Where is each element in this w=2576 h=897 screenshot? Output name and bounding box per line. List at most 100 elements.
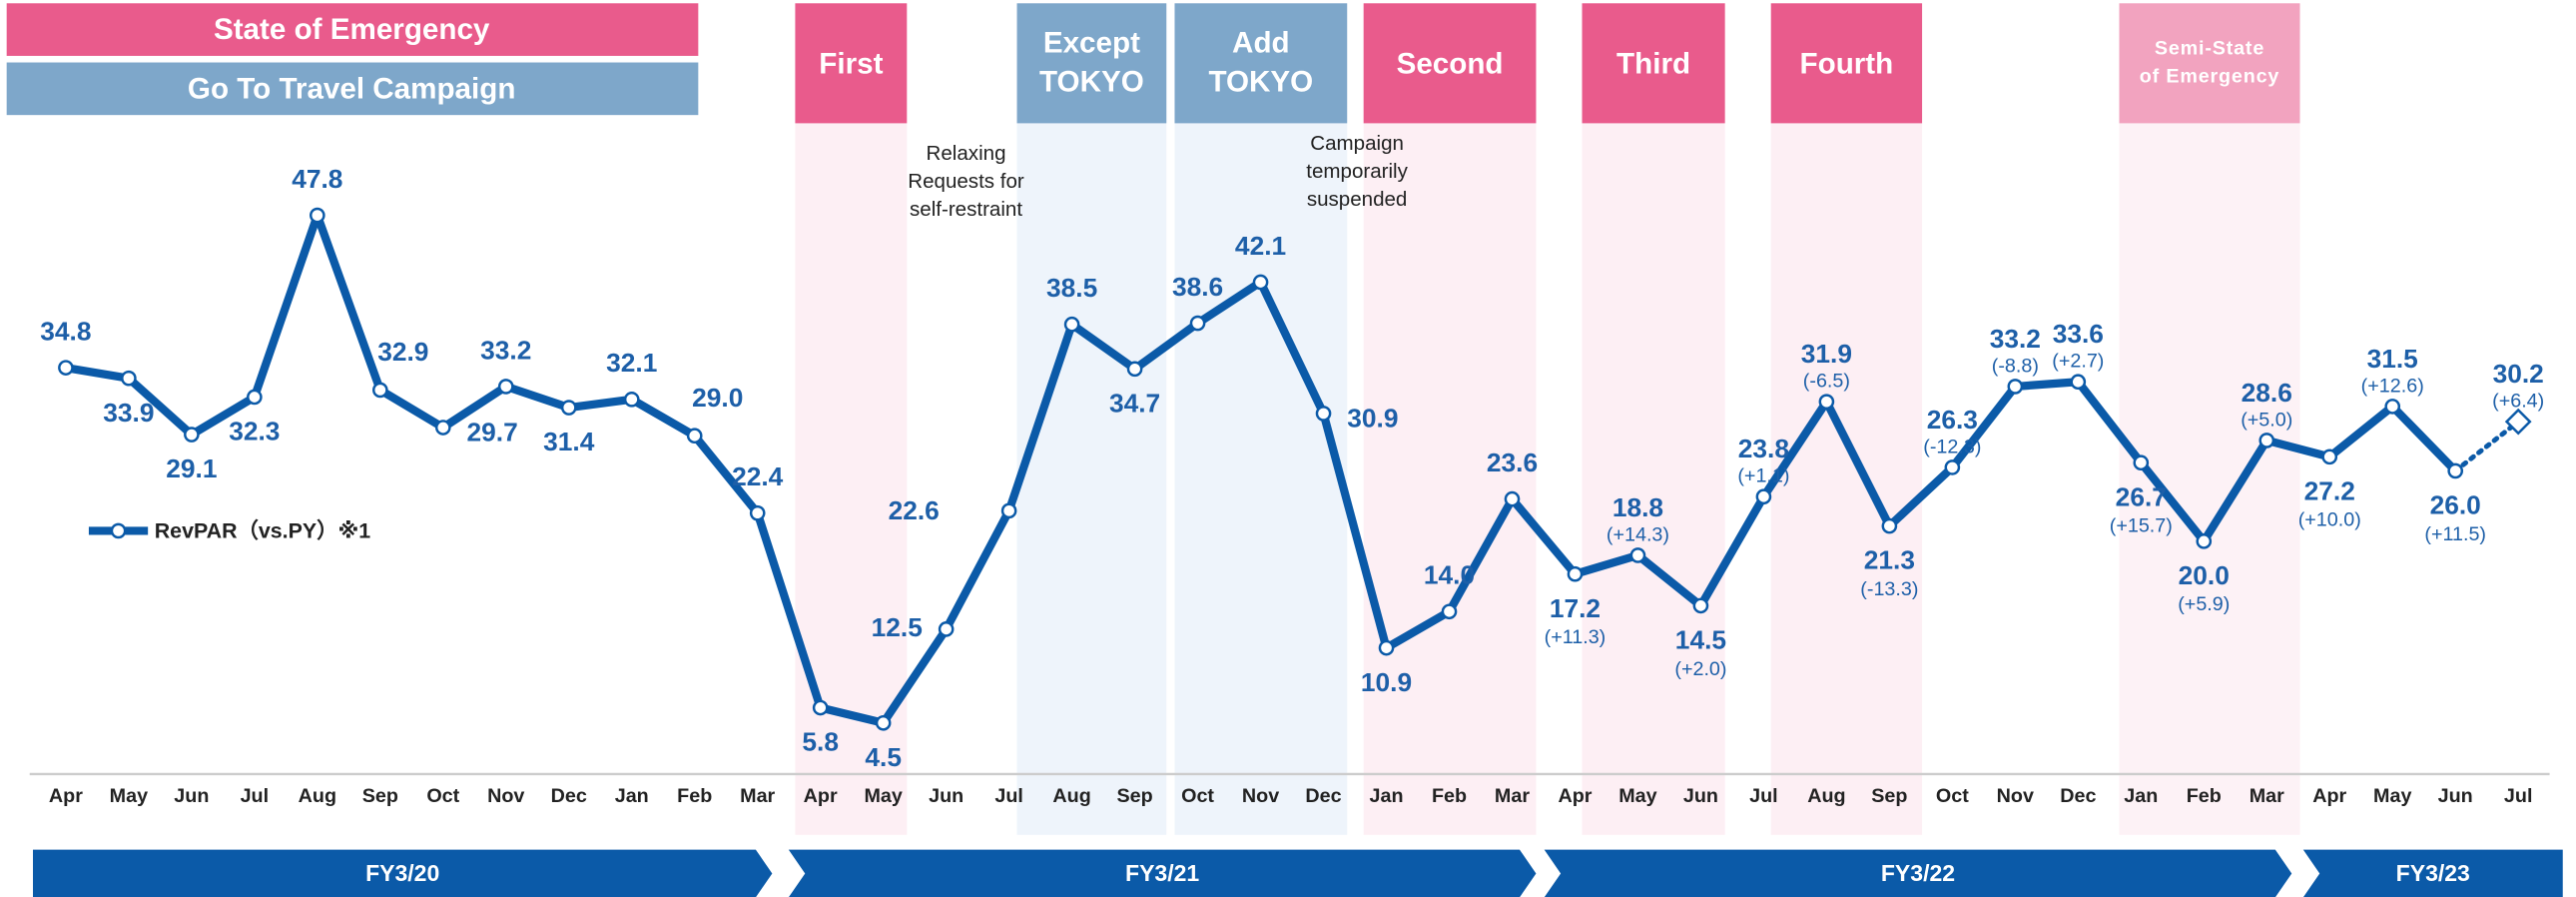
data-label: 14.0	[1424, 560, 1475, 590]
marker	[2504, 408, 2532, 436]
marker	[1378, 639, 1395, 656]
annotation: suspended	[1307, 188, 1408, 211]
marker	[310, 207, 325, 224]
data-label: 34.7	[1109, 388, 1160, 418]
x-tick-label: Jul	[1749, 785, 1778, 807]
x-tick-label: Jun	[2438, 785, 2473, 807]
vs-py-label: (+2.0)	[1674, 658, 1726, 680]
x-tick-label: May	[110, 785, 148, 807]
marker	[2196, 533, 2213, 549]
x-tick-label: Jul	[241, 785, 270, 807]
x-tick-label: Sep	[1116, 785, 1152, 807]
data-label: 10.9	[1361, 667, 1412, 697]
x-tick-label: Sep	[362, 785, 398, 807]
fiscal-year-bar	[2302, 849, 2563, 897]
annotation: Requests for	[908, 170, 1024, 193]
marker	[749, 504, 766, 521]
marker	[121, 370, 137, 387]
marker	[1063, 316, 1080, 333]
fiscal-year-bar	[32, 849, 773, 897]
data-label: 20.0	[2179, 560, 2230, 590]
marker	[623, 392, 640, 408]
data-label: 29.0	[692, 383, 743, 413]
x-tick-label: Oct	[426, 785, 459, 807]
fiscal-year-label: FY3/23	[2396, 860, 2470, 886]
marker	[560, 400, 577, 416]
data-label: 33.6	[2053, 319, 2104, 349]
period-label: First	[819, 48, 883, 81]
data-label: 33.2	[480, 335, 531, 365]
x-tick-label: Jul	[994, 785, 1023, 807]
marker	[2384, 399, 2401, 415]
marker	[2447, 462, 2464, 479]
vs-py-label: (+1.1)	[1737, 465, 1789, 487]
x-tick-label: Mar	[1495, 785, 1530, 807]
legend-bar	[6, 62, 699, 116]
vs-py-label: (+15.7)	[2110, 515, 2173, 537]
marker	[1755, 488, 1772, 505]
period-label: Except	[1043, 26, 1140, 59]
vs-py-label: (+12.6)	[2361, 375, 2424, 397]
data-label: 32.3	[229, 417, 280, 447]
marker	[434, 420, 451, 436]
data-label: 5.8	[802, 727, 839, 757]
vs-py-label: (+5.0)	[2241, 409, 2292, 431]
vs-py-label: (+11.5)	[2424, 523, 2486, 545]
vs-py-label: (+6.4)	[2492, 391, 2544, 413]
x-tick-label: Mar	[2250, 785, 2284, 807]
vs-py-label: (+11.3)	[1545, 626, 1607, 648]
vs-py-label: (+10.0)	[2298, 509, 2361, 531]
legend-bar	[6, 3, 699, 56]
marker	[1504, 490, 1521, 507]
x-tick-label: Jun	[929, 785, 964, 807]
marker	[812, 699, 829, 716]
vs-py-label: (-12.3)	[1923, 436, 1981, 457]
x-tick-label: Apr	[2312, 785, 2346, 807]
x-tick-label: Feb	[677, 785, 712, 807]
data-label: 29.1	[166, 453, 217, 483]
legend-label: RevPAR（vs.PY）※1	[155, 519, 371, 543]
period-band	[1016, 123, 1167, 835]
legend-bar-label: State of Emergency	[214, 13, 490, 46]
marker	[1126, 361, 1143, 378]
data-label: 38.5	[1046, 273, 1097, 303]
x-tick-label: Jun	[1683, 785, 1718, 807]
vs-py-label: (+5.9)	[2178, 593, 2230, 615]
data-label: 31.4	[543, 427, 595, 456]
legend-bar-label: Go To Travel Campaign	[188, 72, 516, 105]
bands	[795, 123, 2300, 835]
period-label: Add	[1232, 26, 1290, 59]
marker	[875, 714, 892, 731]
data-label: 26.7	[2116, 481, 2167, 511]
x-tick-label: Nov	[487, 785, 524, 807]
x-tick-label: Dec	[2060, 785, 2096, 807]
plot: State of Emergency Go To Travel Campaign F…	[6, 3, 2563, 897]
data-label: 21.3	[1864, 545, 1915, 575]
x-tick-label: Jan	[615, 785, 649, 807]
marker	[2133, 454, 2150, 471]
marker	[2007, 379, 2024, 395]
x-tick-label: Feb	[1432, 785, 1467, 807]
data-label: 12.5	[872, 612, 923, 642]
x-tick-label: May	[1618, 785, 1656, 807]
period-band	[1174, 123, 1348, 835]
marker	[1315, 406, 1332, 422]
data-label: 14.5	[1675, 625, 1726, 655]
data-label: 32.9	[377, 337, 428, 367]
vs-py-label: (+14.3)	[1607, 523, 1669, 545]
data-label: 18.8	[1612, 492, 1663, 522]
period-label: Semi-State	[2155, 38, 2264, 60]
data-label: 31.5	[2367, 344, 2418, 374]
data-label: 28.6	[2242, 378, 2292, 408]
data-label: 30.9	[1347, 403, 1398, 433]
marker	[1252, 274, 1269, 291]
x-tick-label: Feb	[2187, 785, 2222, 807]
x-tick-label: Apr	[1558, 785, 1592, 807]
data-label: 17.2	[1550, 593, 1601, 623]
fiscal-year-label: FY3/21	[1125, 860, 1199, 886]
period-label: Third	[1616, 48, 1690, 81]
period-label: TOKYO	[1039, 66, 1144, 99]
marker	[1567, 565, 1584, 582]
data-label: 26.0	[2430, 490, 2481, 520]
